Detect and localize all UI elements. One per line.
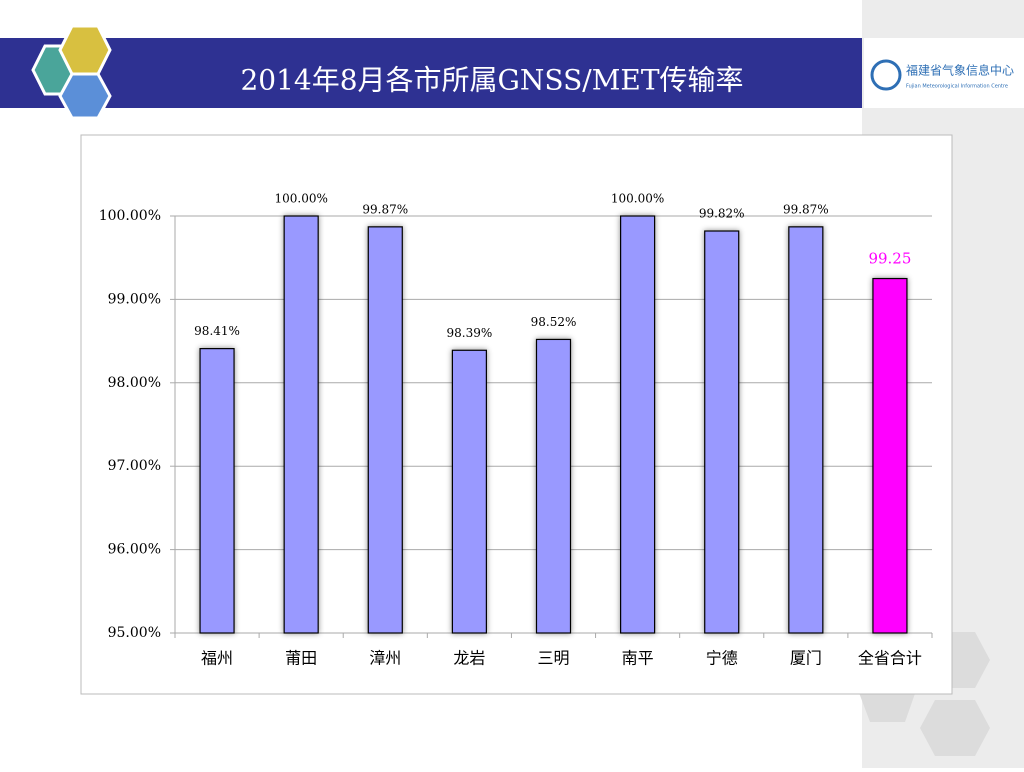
value-label: 99.25	[868, 250, 911, 268]
x-tick-label: 南平	[622, 649, 654, 668]
y-tick-label: 95.00%	[108, 625, 161, 641]
x-tick-label: 莆田	[285, 649, 317, 668]
value-label: 100.00%	[611, 192, 664, 206]
logo-icon	[870, 59, 902, 91]
x-tick-label: 全省合计	[858, 649, 922, 668]
logo-text: 福建省气象信息中心	[906, 63, 1014, 78]
title-band	[0, 38, 862, 108]
bar	[704, 230, 740, 634]
x-tick-label: 宁德	[706, 649, 738, 668]
logo-box	[864, 38, 1024, 108]
bar	[872, 277, 908, 634]
x-tick-label: 厦门	[790, 649, 822, 668]
bar	[199, 348, 235, 634]
bar	[620, 215, 656, 634]
logo-hexagons	[31, 24, 112, 120]
y-tick-label: 99.00%	[108, 291, 161, 307]
value-label: 98.52%	[531, 315, 577, 329]
bar	[283, 215, 319, 634]
x-tick-label: 三明	[537, 649, 569, 668]
value-label: 98.41%	[194, 324, 240, 338]
y-tick-label: 100.00%	[99, 208, 161, 224]
bar	[367, 226, 403, 634]
value-label: 99.87%	[362, 202, 408, 216]
value-label: 98.39%	[447, 326, 493, 340]
y-tick-label: 98.00%	[108, 375, 161, 391]
value-label: 100.00%	[274, 192, 327, 206]
bar	[788, 226, 824, 634]
logo-subtext: Fujian Meteorological Information Centre	[906, 84, 1008, 90]
x-tick-label: 龙岩	[453, 649, 485, 668]
bar	[451, 349, 487, 634]
bar	[535, 338, 572, 634]
x-tick-label: 漳州	[369, 649, 401, 668]
x-tick-label: 福州	[201, 649, 233, 668]
y-tick-label: 97.00%	[108, 458, 161, 474]
chart-title: 2014年8月各市所属GNSS/MET传输率	[240, 64, 743, 97]
y-tick-label: 96.00%	[108, 542, 161, 558]
value-label: 99.82%	[699, 207, 745, 221]
value-label: 99.87%	[783, 202, 829, 216]
